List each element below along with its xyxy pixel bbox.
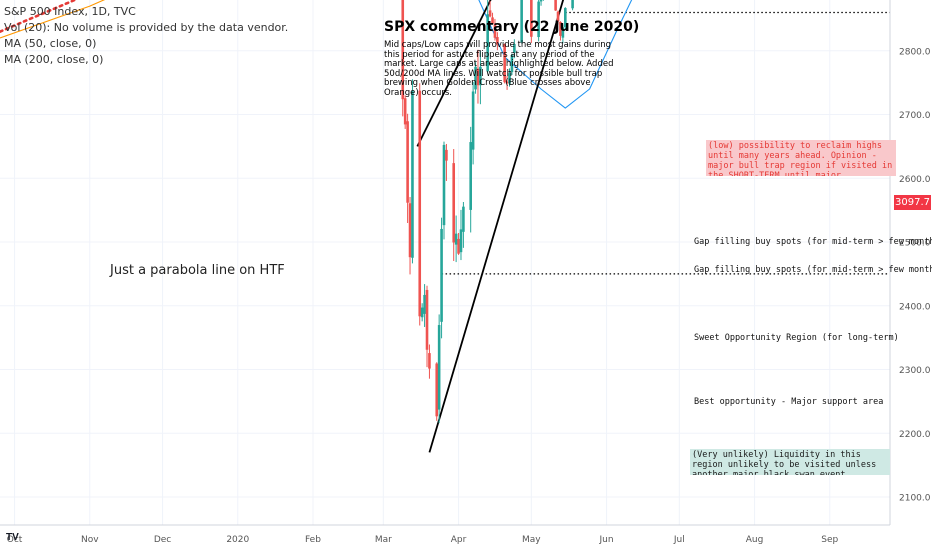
- candle-body: [559, 21, 562, 36]
- candle-body: [474, 66, 477, 90]
- x-tick-label: Mar: [375, 535, 392, 545]
- y-tick-label: 2400.0: [899, 302, 931, 312]
- candle-body: [571, 0, 574, 9]
- parabola-annotation: Just a parabola line on HTF: [110, 263, 285, 278]
- candle-body: [428, 353, 431, 369]
- y-tick-label: 2500.0: [899, 239, 931, 249]
- candle-body: [406, 121, 409, 203]
- x-tick-label: Jun: [599, 535, 614, 545]
- candle-body: [513, 44, 516, 53]
- chart-overlays: [0, 0, 890, 453]
- commentary-title: SPX commentary (22 June 2020): [384, 19, 640, 35]
- y-tick-label: 2200.0: [899, 430, 931, 440]
- y-tick-label: 2600.0: [899, 175, 931, 185]
- y-tick-label: 2700.0: [899, 111, 931, 121]
- candle-body: [508, 73, 511, 84]
- candle-body: [539, 0, 543, 2]
- gap-annotation-1: Gap filling buy spots (for mid-term > fe…: [694, 237, 932, 247]
- best-annotation: Best opportunity - Major support area: [694, 397, 884, 407]
- candle-body: [520, 0, 523, 43]
- candle-body: [537, 1, 540, 38]
- candle-body: [408, 203, 412, 258]
- candle-body: [403, 98, 407, 125]
- candle-body: [496, 37, 499, 45]
- x-tick-label: 2020: [226, 535, 249, 545]
- candle-body: [488, 10, 492, 17]
- gap-annotation-2: Gap filling buy spots (for mid-term > fe…: [694, 265, 932, 275]
- candle-body: [469, 142, 472, 210]
- candle-body: [437, 325, 441, 410]
- candle-body: [457, 238, 460, 254]
- last-price-badge: 3097.7: [894, 195, 931, 210]
- x-tick-label: Oct: [7, 535, 23, 545]
- candle-body: [452, 163, 456, 243]
- y-tick-label: 2800.0: [899, 47, 931, 57]
- x-tick-label: May: [522, 535, 541, 545]
- candle-body: [462, 206, 465, 232]
- candle-body: [561, 27, 565, 38]
- candle-body: [476, 68, 480, 86]
- x-tick-label: Jul: [673, 535, 685, 545]
- candle-body: [459, 229, 463, 253]
- candle-body: [510, 55, 514, 73]
- candle-body: [420, 307, 424, 318]
- candle-body: [423, 294, 426, 314]
- chart-legend: S&P 500 Index, 1D, TVC Vol (20): No volu…: [4, 4, 288, 68]
- tradingview-logo-icon: TV: [6, 532, 19, 543]
- candle-body: [411, 90, 414, 258]
- candle-body: [503, 44, 506, 83]
- candle-body: [486, 14, 489, 72]
- x-tick-label: Nov: [81, 535, 99, 545]
- candle-body: [505, 81, 509, 84]
- y-tick-label: 2300.0: [899, 366, 931, 376]
- candle-body: [440, 228, 443, 322]
- candle-body: [530, 0, 533, 37]
- ma50-label[interactable]: MA (50, close, 0): [4, 37, 97, 50]
- candle-body: [454, 233, 458, 245]
- candle-body: [556, 11, 560, 22]
- candle-body: [442, 144, 446, 226]
- x-tick-label: Sep: [821, 535, 838, 545]
- candle-body: [554, 0, 557, 11]
- ma50-line: [478, 0, 633, 109]
- symbol-label[interactable]: S&P 500 Index, 1D, TVC: [4, 5, 136, 18]
- candle-body: [493, 24, 497, 38]
- x-tick-label: Aug: [746, 535, 764, 545]
- commentary-body: Mid caps/Low caps will provide the most …: [384, 40, 614, 98]
- candle-body: [401, 0, 405, 100]
- trend-line: [428, 0, 565, 453]
- sweet-annotation: Sweet Opportunity Region (for long-term): [694, 333, 899, 343]
- liquidity-annotation: (Very unlikely) Liquidity in this region…: [690, 449, 890, 475]
- candle-body: [471, 91, 475, 150]
- candle-body: [445, 149, 448, 161]
- bull-trap-annotation: (low) possibility to reclaim highs until…: [706, 140, 896, 176]
- candle-body: [435, 363, 439, 417]
- ma200-label[interactable]: MA (200, close, 0): [4, 53, 104, 66]
- candle-body: [425, 289, 429, 350]
- volume-label[interactable]: Vol (20): No volume is provided by the d…: [4, 21, 289, 34]
- candle-body: [491, 17, 494, 24]
- x-tick-label: Feb: [305, 535, 321, 545]
- trend-line: [416, 0, 492, 147]
- y-tick-label: 2100.0: [899, 494, 931, 504]
- x-tick-label: Apr: [451, 535, 467, 545]
- candle-body: [564, 8, 567, 27]
- candlestick-series: [401, 0, 574, 424]
- x-tick-label: Dec: [154, 535, 171, 545]
- candle-body: [418, 90, 422, 317]
- candle-body: [479, 66, 482, 86]
